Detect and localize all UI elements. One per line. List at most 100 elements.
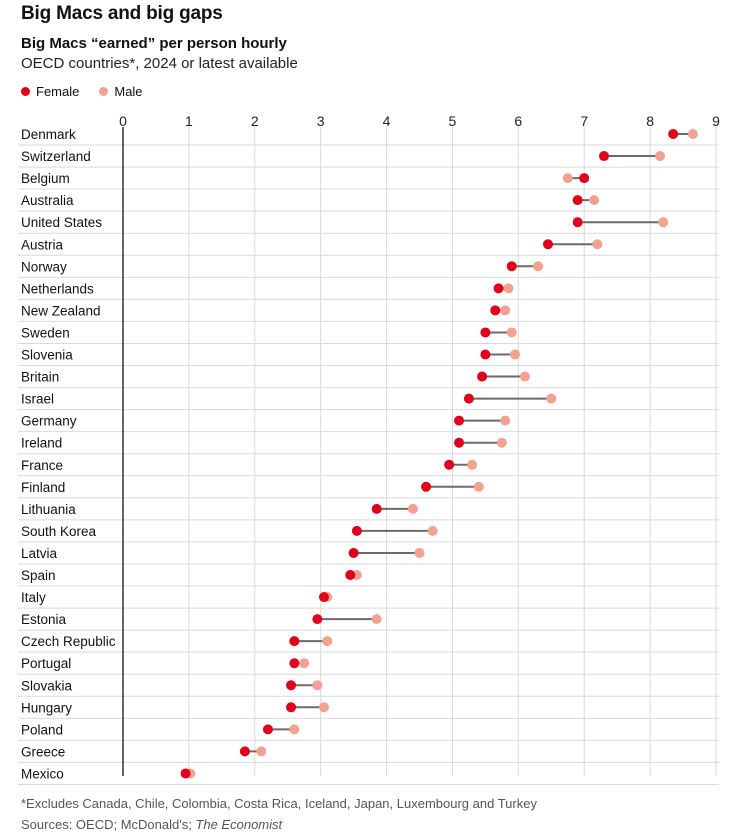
sources-prefix: Sources: OECD; McDonald's; bbox=[21, 817, 196, 832]
country-label: Lithuania bbox=[21, 502, 76, 517]
country-label: Poland bbox=[21, 722, 63, 737]
x-tick-label: 4 bbox=[383, 113, 391, 129]
female-point bbox=[348, 547, 359, 558]
x-tick-label: 7 bbox=[580, 113, 588, 129]
country-label: Israel bbox=[21, 392, 54, 407]
x-tick-label: 5 bbox=[449, 113, 457, 129]
country-label: France bbox=[21, 458, 63, 473]
female-point bbox=[668, 129, 679, 139]
country-label: Sweden bbox=[21, 325, 70, 340]
female-point bbox=[318, 592, 329, 603]
legend: Female Male bbox=[21, 84, 163, 99]
female-point bbox=[289, 658, 300, 669]
female-point bbox=[480, 349, 491, 360]
male-point bbox=[467, 459, 478, 470]
x-tick-label: 3 bbox=[317, 113, 325, 129]
x-tick-label: 8 bbox=[646, 113, 654, 129]
legend-male-swatch bbox=[99, 87, 109, 96]
male-point bbox=[546, 393, 557, 404]
chart-title: Big Macs and big gaps bbox=[21, 3, 223, 24]
female-point bbox=[289, 636, 300, 647]
x-tick-label: 6 bbox=[514, 113, 522, 129]
country-label: Belgium bbox=[21, 171, 70, 186]
female-point bbox=[506, 261, 517, 272]
male-point bbox=[533, 261, 544, 272]
female-point bbox=[371, 503, 382, 514]
female-point bbox=[351, 525, 362, 536]
country-label: Portugal bbox=[21, 656, 71, 671]
female-point bbox=[463, 393, 474, 404]
country-label: Mexico bbox=[21, 766, 64, 781]
country-label: Finland bbox=[21, 480, 65, 495]
country-label: New Zealand bbox=[21, 303, 101, 318]
footnote: *Excludes Canada, Chile, Colombia, Costa… bbox=[21, 796, 537, 811]
male-point bbox=[427, 525, 438, 536]
female-point bbox=[480, 327, 491, 338]
sources-publication: The Economist bbox=[195, 817, 283, 832]
country-label: Greece bbox=[21, 744, 65, 759]
male-point bbox=[407, 503, 418, 514]
male-point bbox=[500, 415, 511, 426]
legend-item-male: Male bbox=[99, 84, 143, 99]
male-point bbox=[687, 129, 698, 139]
male-point bbox=[289, 724, 300, 735]
country-label: Slovakia bbox=[21, 678, 73, 693]
country-label: Austria bbox=[21, 237, 64, 252]
female-point bbox=[444, 459, 455, 470]
country-label: South Korea bbox=[21, 524, 97, 539]
female-point bbox=[345, 570, 356, 580]
female-point bbox=[286, 680, 297, 691]
male-point bbox=[658, 217, 669, 228]
x-tick-label: 0 bbox=[119, 113, 127, 129]
chart-subtitle: Big Macs “earned” per person hourly bbox=[21, 35, 287, 52]
male-point bbox=[562, 173, 573, 184]
legend-female-swatch bbox=[21, 87, 30, 96]
female-point bbox=[572, 195, 583, 206]
country-label: Hungary bbox=[21, 700, 72, 715]
male-point bbox=[503, 283, 514, 294]
male-point bbox=[318, 702, 329, 713]
legend-item-female: Female bbox=[21, 84, 79, 99]
male-point bbox=[500, 305, 511, 316]
male-point bbox=[322, 636, 333, 647]
male-point bbox=[654, 151, 665, 162]
country-label: Ireland bbox=[21, 436, 62, 451]
female-point bbox=[493, 283, 504, 294]
country-label: Latvia bbox=[21, 546, 58, 561]
female-point bbox=[312, 614, 323, 625]
legend-female-label: Female bbox=[36, 84, 80, 99]
country-label: Germany bbox=[21, 414, 77, 429]
x-tick-label: 9 bbox=[712, 113, 720, 129]
male-point bbox=[519, 371, 530, 382]
female-point bbox=[542, 239, 553, 250]
female-point bbox=[286, 702, 297, 713]
country-label: Czech Republic bbox=[21, 634, 116, 649]
country-label: Norway bbox=[21, 259, 67, 274]
female-point bbox=[421, 481, 432, 492]
male-point bbox=[510, 349, 521, 360]
x-tick-label: 1 bbox=[185, 113, 193, 129]
male-point bbox=[414, 547, 425, 558]
male-point bbox=[312, 680, 323, 691]
male-point bbox=[256, 746, 267, 757]
country-label: Australia bbox=[21, 193, 74, 208]
female-point bbox=[477, 371, 488, 382]
country-label: Estonia bbox=[21, 612, 67, 627]
chart-description: OECD countries*, 2024 or latest availabl… bbox=[21, 55, 298, 72]
male-point bbox=[371, 614, 382, 625]
female-point bbox=[490, 305, 501, 316]
country-label: Italy bbox=[21, 590, 46, 605]
dumbbell-chart: 0 1 2 3 4 5 6 7 8 9 Denmark Switzerland Belgium Austr… bbox=[18, 113, 720, 785]
female-point bbox=[598, 151, 609, 162]
country-label: Britain bbox=[21, 370, 59, 385]
male-point bbox=[299, 658, 310, 669]
country-label: Spain bbox=[21, 568, 56, 583]
male-point bbox=[496, 437, 507, 448]
sources: Sources: OECD; McDonald's; The Economist bbox=[21, 817, 282, 832]
male-point bbox=[592, 239, 603, 250]
female-point bbox=[180, 768, 191, 779]
country-label: United States bbox=[21, 215, 102, 230]
country-label: Denmark bbox=[21, 127, 76, 142]
female-point bbox=[572, 217, 583, 228]
country-label: Netherlands bbox=[21, 281, 94, 296]
